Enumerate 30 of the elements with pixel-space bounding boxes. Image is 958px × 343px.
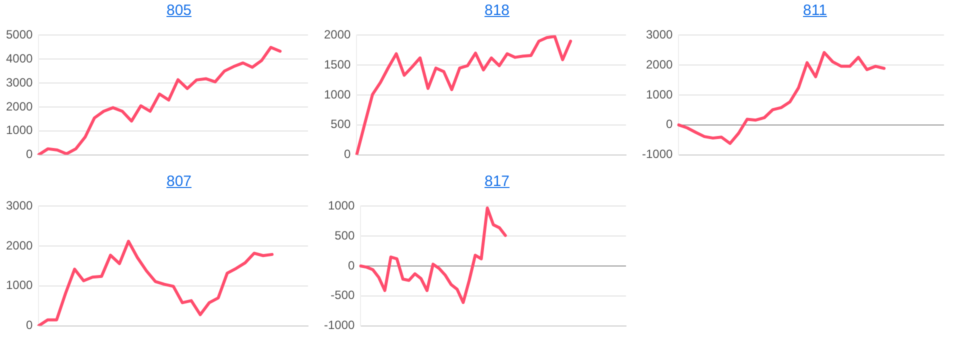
y-tick-label: 0 [666,117,674,132]
y-tick-label: 1000 [6,278,34,292]
y-tick-label: -500 [330,288,356,302]
chart-title: 817 [483,172,511,192]
chart-title: 811 [802,1,828,21]
y-tick-label: 2000 [646,57,674,72]
y-tick-label: 1000 [324,87,352,102]
y-tick-label: 0 [26,147,34,162]
y-tick-label: 3000 [646,28,674,42]
y-tick-label: -1000 [642,147,674,162]
y-tick-label: 2000 [6,238,34,252]
y-tick-label: 1000 [646,87,674,102]
chart-title: 818 [483,1,511,21]
y-tick-label: 0 [26,318,34,332]
y-tick-label: 500 [334,228,356,242]
y-tick-label: 1500 [324,57,352,72]
y-tick-label: 0 [348,258,356,272]
y-tick-label: 500 [330,117,352,132]
y-tick-label: 1000 [6,123,34,138]
y-tick-label: 5000 [6,28,34,42]
chart-title: 807 [165,172,193,192]
y-tick-label: 0 [344,147,352,162]
chart-title: 805 [165,1,193,21]
y-tick-label: -1000 [324,318,356,332]
y-tick-label: 1000 [328,198,356,213]
y-tick-label: 4000 [6,51,34,66]
y-tick-label: 2000 [324,28,352,42]
y-tick-label: 2000 [6,99,34,114]
y-tick-label: 3000 [6,198,34,213]
y-tick-label: 3000 [6,75,34,90]
